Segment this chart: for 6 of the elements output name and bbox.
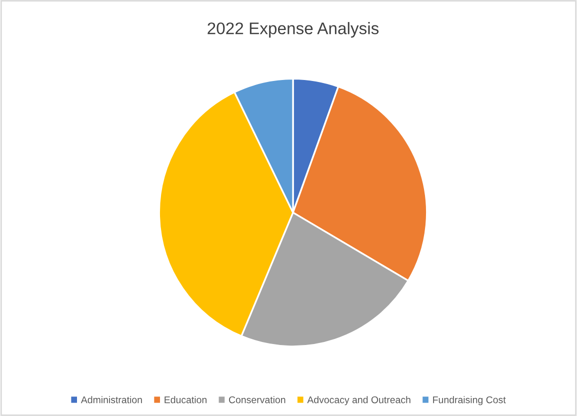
legend-label: Education (164, 396, 206, 404)
legend-label: Advocacy and Outreach (307, 396, 410, 406)
legend-label: Conservation (229, 396, 286, 404)
legend-label: Fundraising Cost (433, 396, 506, 406)
legend-label: Administration (80, 396, 142, 404)
chart-title: 2022 Expense Analysis (208, 22, 379, 38)
